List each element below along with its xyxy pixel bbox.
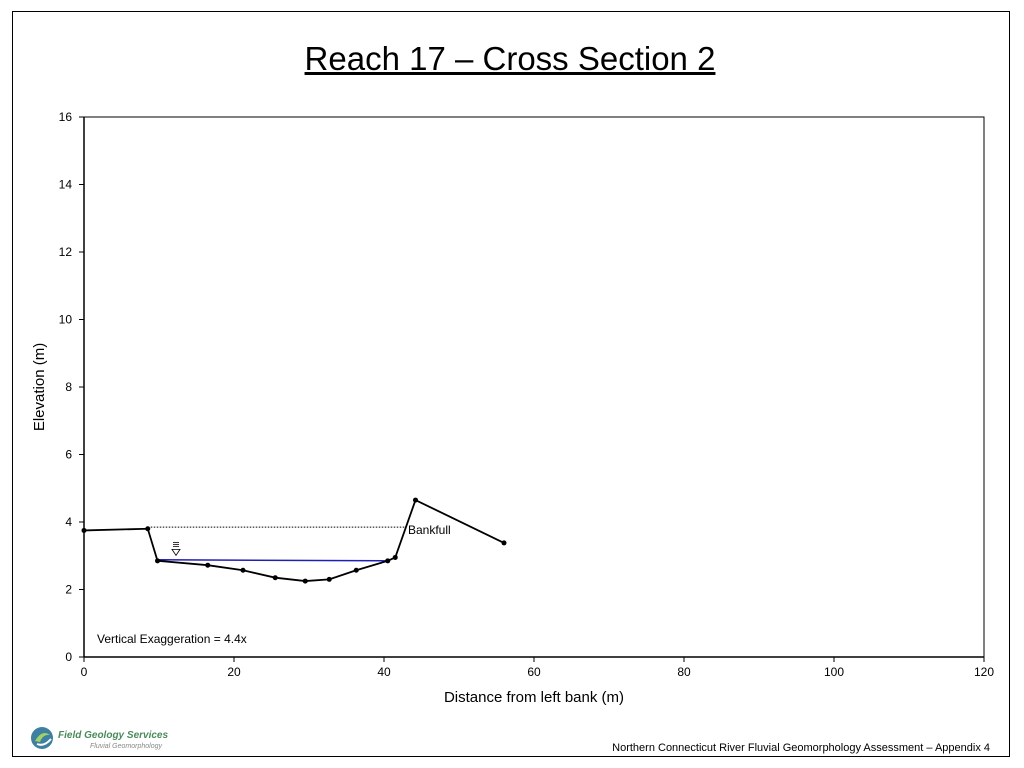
survey-point [145, 526, 151, 532]
survey-point [272, 575, 278, 581]
water-level-icon [171, 541, 181, 557]
survey-point [326, 576, 332, 582]
y-axis-label: Elevation (m) [31, 343, 48, 431]
bankfull-label: Bankfull [408, 523, 451, 537]
survey-point [392, 554, 398, 560]
survey-point [501, 540, 507, 546]
slide-frame [12, 11, 1010, 757]
survey-point [81, 527, 87, 533]
survey-point [205, 562, 211, 568]
x-axis-label: Distance from left bank (m) [444, 689, 624, 706]
survey-point [353, 567, 359, 573]
x-tick-label: 120 [974, 665, 994, 679]
chart-marks [81, 497, 507, 584]
x-tick-label: 100 [824, 665, 844, 679]
logo-name: Field Geology Services [58, 730, 169, 741]
y-tick-label: 10 [59, 313, 73, 327]
chart-axes: 0 20 40 60 80 100 120 0 2 4 6 8 10 12 14 16 [59, 110, 995, 679]
survey-point [385, 558, 391, 564]
water-icon-triangle [171, 548, 181, 557]
x-tick-label: 80 [677, 665, 691, 679]
page-footer: Northern Connecticut River Fluvial Geomo… [612, 742, 990, 754]
company-logo: Field Geology Services Fluvial Geomorpho… [28, 725, 168, 755]
logo-mark-icon [31, 727, 53, 749]
x-tick-label: 60 [527, 665, 541, 679]
water-surface-line [157, 559, 388, 562]
y-tick-label: 0 [65, 650, 72, 664]
ground-profile-line [83, 498, 505, 582]
page-title: Reach 17 – Cross Section 2 [304, 40, 716, 77]
survey-point [155, 558, 160, 564]
y-tick-label: 6 [65, 448, 72, 462]
survey-point [413, 497, 418, 503]
plot-area [83, 116, 985, 658]
x-tick-label: 40 [377, 665, 391, 679]
survey-point [302, 578, 308, 584]
survey-point [240, 567, 246, 573]
y-tick-label: 14 [59, 178, 73, 192]
y-tick-label: 2 [65, 583, 72, 597]
x-tick-label: 0 [81, 665, 88, 679]
y-tick-label: 12 [59, 245, 73, 259]
y-tick-label: 8 [65, 380, 72, 394]
y-tick-label: 4 [65, 515, 72, 529]
y-tick-label: 16 [59, 110, 73, 124]
vertical-exaggeration-note: Vertical Exaggeration = 4.4x [97, 632, 247, 646]
logo-subtitle: Fluvial Geomorphology [90, 743, 162, 750]
x-tick-label: 20 [227, 665, 241, 679]
